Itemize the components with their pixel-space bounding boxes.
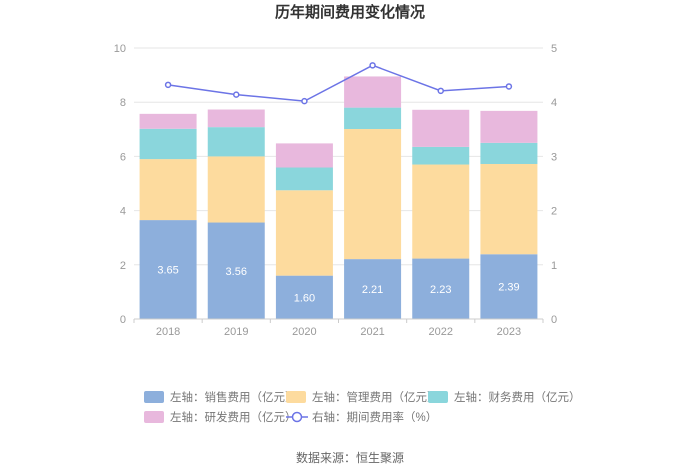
bar-segment bbox=[139, 128, 197, 160]
line-point bbox=[301, 97, 308, 105]
x-tick-label: 2022 bbox=[429, 326, 453, 338]
bar-segment bbox=[412, 164, 470, 259]
bar-segment bbox=[207, 109, 265, 128]
legend-label: 左轴：管理费用（亿元） bbox=[312, 390, 439, 404]
line-point bbox=[164, 81, 172, 89]
legend-label: 左轴：研发费用（亿元） bbox=[170, 410, 297, 424]
legend-item[interactable]: 左轴：研发费用（亿元） bbox=[144, 410, 297, 424]
bar-segment bbox=[207, 222, 265, 319]
bar-segment bbox=[344, 107, 402, 130]
bar-segment bbox=[275, 167, 333, 191]
bar-segment bbox=[275, 275, 333, 319]
y-right-tick-label: 4 bbox=[551, 97, 557, 109]
bar-segment bbox=[139, 220, 197, 319]
legend-label: 左轴：财务费用（亿元） bbox=[454, 390, 581, 404]
bar-segment bbox=[275, 143, 333, 168]
bar-segment bbox=[344, 76, 402, 108]
y-left-tick-label: 8 bbox=[120, 97, 126, 109]
bar-segment bbox=[412, 146, 470, 165]
bar-data-label: 2.23 bbox=[430, 284, 451, 296]
bar-segment bbox=[139, 113, 197, 129]
x-tick-label: 2019 bbox=[224, 326, 248, 338]
bar-segment bbox=[480, 142, 538, 164]
line-point bbox=[369, 62, 376, 69]
y-left-tick-label: 6 bbox=[120, 151, 126, 163]
y-right-tick-label: 1 bbox=[551, 260, 557, 272]
axes: 0 2 4 6 8 10 0 1 2 3 4 5 2018 2019 2020 2021 2022 2023 bbox=[114, 43, 557, 338]
bar-segment bbox=[412, 258, 470, 319]
chart-title: 历年期间费用变化情况 bbox=[275, 3, 425, 21]
legend-item[interactable]: 左轴：销售费用（亿元） bbox=[144, 390, 297, 404]
bar-segment bbox=[344, 129, 402, 260]
legend-marker bbox=[291, 411, 303, 423]
bar-segment bbox=[412, 109, 470, 147]
y-right-tick-label: 5 bbox=[551, 43, 557, 55]
bar-data-label: 2.39 bbox=[498, 282, 519, 294]
bars: 3.65 3.56 1.60 2.21 2.23 2.39 bbox=[139, 76, 538, 319]
y-left-tick-label: 4 bbox=[120, 206, 126, 218]
bar-data-label: 3.65 bbox=[157, 265, 178, 277]
legend-swatch bbox=[144, 411, 164, 423]
gridlines bbox=[134, 47, 543, 266]
x-tick-label: 2023 bbox=[497, 326, 521, 338]
y-left-tick-label: 10 bbox=[114, 43, 126, 55]
line-point bbox=[505, 83, 513, 90]
line-point bbox=[233, 91, 240, 98]
x-tick-label: 2018 bbox=[156, 326, 180, 338]
bar-segment bbox=[480, 110, 538, 143]
line-point bbox=[437, 87, 444, 95]
legend-item[interactable]: 左轴：财务费用（亿元） bbox=[428, 390, 581, 404]
bar-data-label: 2.21 bbox=[362, 284, 383, 296]
bar-segment bbox=[275, 190, 333, 276]
legend-swatch bbox=[144, 391, 164, 403]
bar-segment bbox=[344, 259, 402, 319]
bar-data-label: 3.56 bbox=[226, 266, 247, 278]
legend-swatch bbox=[286, 391, 306, 403]
y-right-tick-label: 0 bbox=[551, 314, 557, 326]
legend-label: 右轴：期间费用率（%） bbox=[312, 410, 437, 424]
bar-segment bbox=[480, 254, 538, 319]
legend-item[interactable]: 左轴：管理费用（亿元） bbox=[286, 390, 439, 404]
bar-data-label: 1.60 bbox=[294, 292, 315, 304]
legend-swatch bbox=[428, 391, 448, 403]
bar-segment bbox=[480, 163, 538, 255]
y-left-tick-label: 0 bbox=[120, 314, 126, 326]
legend-item[interactable]: 右轴：期间费用率（%） bbox=[286, 410, 437, 424]
x-tick-label: 2021 bbox=[360, 326, 384, 338]
bar-segment bbox=[207, 156, 265, 223]
y-right-tick-label: 3 bbox=[551, 151, 557, 163]
x-tick-label: 2020 bbox=[292, 326, 316, 338]
source-note: 数据来源：恒生聚源 bbox=[296, 450, 404, 465]
y-right-tick-label: 2 bbox=[551, 206, 557, 218]
y-left-tick-label: 2 bbox=[120, 260, 126, 272]
expense-rate-line bbox=[167, 64, 509, 102]
bar-segment bbox=[207, 127, 265, 157]
line-series bbox=[164, 62, 513, 105]
legend-label: 左轴：销售费用（亿元） bbox=[170, 390, 297, 404]
bar-segment bbox=[139, 159, 197, 221]
legend: 左轴：销售费用（亿元） 左轴：管理费用（亿元） 左轴：财务费用（亿元） 左轴：研发费用… bbox=[144, 390, 581, 424]
